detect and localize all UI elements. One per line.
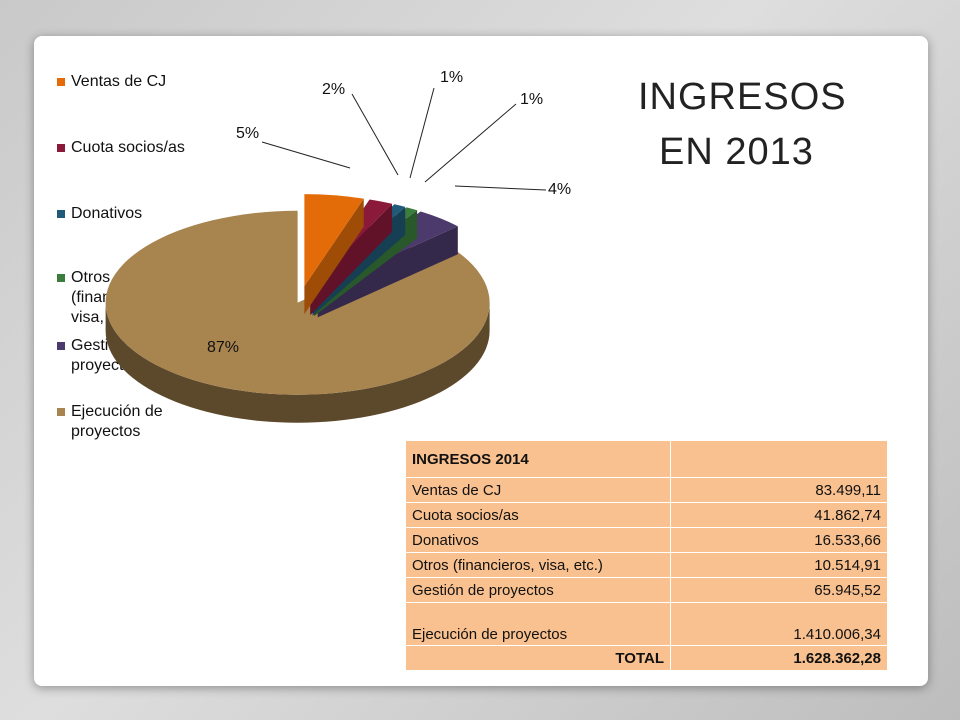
data-label: 1%: [520, 91, 543, 108]
row-label: Ventas de CJ: [405, 477, 671, 503]
total-label: TOTAL: [405, 645, 671, 671]
legend-item: Cuota socios/as: [57, 138, 201, 158]
pie-slice-side: [105, 302, 490, 423]
chart-title-line1: INGRESOS: [638, 76, 847, 118]
row-value: 83.499,11: [670, 477, 888, 503]
table-row: Ejecución de proyectos 1.410.006,34: [405, 602, 888, 646]
row-label: Cuota socios/as: [405, 502, 671, 528]
data-label: 87%: [207, 339, 239, 356]
legend-swatch: [57, 78, 65, 86]
leader-line: [454, 185, 547, 191]
pie-slice-top: [105, 210, 490, 395]
legend-label: Ejecución de proyectos: [71, 403, 163, 440]
legend-swatch: [57, 408, 65, 416]
leader-line: [351, 93, 399, 176]
table-row: Ventas de CJ 83.499,11: [405, 477, 888, 503]
leader-line: [409, 87, 435, 179]
leader-line: [261, 141, 351, 169]
row-label: Ejecución de proyectos: [405, 602, 671, 646]
legend-label: Ventas de CJ: [71, 73, 167, 90]
total-value: 1.628.362,28: [670, 645, 888, 671]
table-header-empty: [670, 440, 888, 478]
leader-line: [424, 103, 517, 183]
table-row: Cuota socios/as 41.862,74: [405, 502, 888, 528]
row-value: 1.410.006,34: [670, 602, 888, 646]
pie-slice-top: [304, 194, 364, 287]
table-header-row: INGRESOS 2014: [405, 440, 888, 478]
legend-item: Donativos: [57, 204, 201, 224]
chart-title-line2: EN 2013: [659, 131, 814, 173]
pie-slice: [304, 194, 364, 315]
income-table: INGRESOS 2014 Ventas de CJ 83.499,11 Cuo…: [405, 440, 888, 671]
legend-label: Donativos: [71, 205, 143, 222]
pie-slice-wall: [317, 226, 458, 318]
table-row: Gestión de proyectos 65.945,52: [405, 577, 888, 603]
legend-swatch: [57, 210, 65, 218]
data-label: 1%: [440, 69, 463, 86]
row-value: 65.945,52: [670, 577, 888, 603]
pie-slice-wall: [304, 198, 364, 315]
legend-swatch: [57, 342, 65, 350]
legend-label: Cuota socios/as: [71, 139, 185, 156]
data-label: 5%: [236, 125, 259, 142]
legend-item: Ejecución de proyectos: [57, 402, 201, 442]
row-label: Gestión de proyectos: [405, 577, 671, 603]
table-header: INGRESOS 2014: [405, 440, 671, 478]
row-value: 16.533,66: [670, 527, 888, 553]
legend-item: Ventas de CJ: [57, 72, 201, 92]
pie-slice-wall: [310, 203, 393, 315]
row-value: 41.862,74: [670, 502, 888, 528]
legend-swatch: [57, 274, 65, 282]
table-row: Otros (financieros, visa, etc.) 10.514,9…: [405, 552, 888, 578]
table-total-row: TOTAL 1.628.362,28: [405, 645, 888, 671]
row-label: Otros (financieros, visa, etc.): [405, 552, 671, 578]
legend-swatch: [57, 144, 65, 152]
data-label: 2%: [322, 81, 345, 98]
table-row: Donativos 16.533,66: [405, 527, 888, 553]
data-label: 4%: [548, 181, 571, 198]
row-label: Donativos: [405, 527, 671, 553]
row-value: 10.514,91: [670, 552, 888, 578]
